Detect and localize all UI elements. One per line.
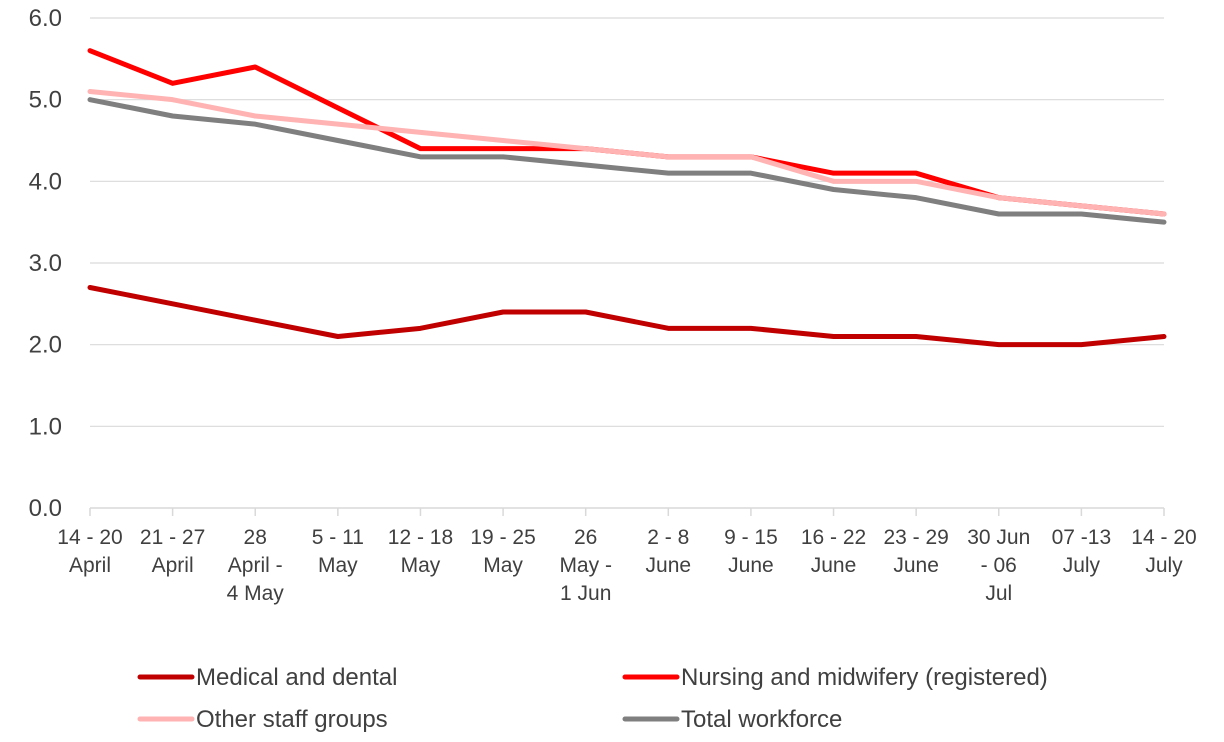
x-tick-label-line: June [893, 554, 939, 577]
x-tick-label-line: - 06 [981, 554, 1017, 577]
y-tick-label: 1.0 [29, 413, 62, 440]
x-tick-label-line: 14 - 20 [1131, 526, 1196, 549]
y-tick-label: 2.0 [29, 332, 62, 359]
x-tick-label-line: 30 Jun [967, 526, 1030, 549]
x-tick-label-line: 12 - 18 [388, 526, 453, 549]
x-axis-ticks: 14 - 20 April 21 - 27 April 28 April - 4 May 5 … [57, 508, 1197, 605]
x-tick-label-line: April [69, 554, 111, 577]
legend: Medical and dental Nursing and midwifery … [137, 664, 1048, 733]
x-tick-label: 28 April - 4 May [227, 526, 285, 605]
gridlines [90, 17, 1164, 509]
legend-label: Medical and dental [196, 664, 397, 691]
x-tick-label: 30 Jun - 06 Jul [967, 526, 1030, 605]
y-tick-label: 5.0 [29, 87, 62, 114]
x-tick-label-line: June [811, 554, 857, 577]
x-tick-label: 14 - 20 July [1131, 526, 1196, 577]
y-axis-ticks: 0.0 1.0 2.0 3.0 4.0 5.0 6.0 [29, 5, 62, 522]
x-tick-label: 14 - 20 April [57, 526, 122, 577]
x-tick-label-line: July [1145, 554, 1183, 577]
x-tick-label: 16 - 22 June [801, 526, 866, 577]
y-tick-label: 0.0 [29, 495, 62, 522]
y-tick-label: 6.0 [29, 5, 62, 32]
series-lines [87, 48, 1167, 348]
x-tick-label-line: 2 - 8 [647, 526, 689, 549]
series-line-1 [87, 48, 1167, 217]
x-tick-label-line: June [646, 554, 692, 577]
x-tick-label-line: 26 [574, 526, 597, 549]
x-tick-label: 9 - 15 June [724, 526, 778, 577]
x-tick-label-line: 07 -13 [1052, 526, 1112, 549]
x-tick-label-line: May [483, 554, 523, 577]
x-tick-label-line: May [401, 554, 441, 577]
series-line-0 [87, 285, 1167, 348]
x-tick-label-line: 9 - 15 [724, 526, 778, 549]
x-tick-label-line: 5 - 11 [312, 526, 364, 549]
x-tick-label-line: April - [228, 554, 283, 577]
x-tick-label: 12 - 18 May [388, 526, 453, 577]
x-tick-label-line: May [318, 554, 358, 577]
legend-label: Other staff groups [196, 706, 388, 733]
x-tick-label-line: July [1063, 554, 1101, 577]
x-tick-label-line: 16 - 22 [801, 526, 866, 549]
series-line-2 [87, 89, 1167, 217]
x-tick-label-line: Jul [985, 582, 1012, 605]
x-tick-label-line: 19 - 25 [470, 526, 535, 549]
x-tick-label-line: April [152, 554, 194, 577]
y-tick-label: 3.0 [29, 250, 62, 277]
x-tick-label: 26 May - 1 Jun [559, 526, 612, 605]
x-tick-label: 07 -13 July [1052, 526, 1112, 577]
x-tick-label-line: May - [559, 554, 612, 577]
x-tick-label-line: 14 - 20 [57, 526, 122, 549]
x-tick-label: 21 - 27 April [140, 526, 205, 577]
x-tick-label: 5 - 11 May [312, 526, 364, 577]
x-tick-label: 23 - 29 June [883, 526, 948, 577]
series-line-3 [87, 97, 1167, 225]
x-tick-label: 2 - 8 June [646, 526, 692, 577]
x-tick-label-line: June [728, 554, 774, 577]
x-tick-label-line: 28 [244, 526, 267, 549]
legend-label: Nursing and midwifery (registered) [681, 664, 1048, 691]
x-tick-label-line: 4 May [227, 582, 285, 605]
y-tick-label: 4.0 [29, 168, 62, 195]
x-tick-label-line: 1 Jun [560, 582, 611, 605]
x-tick-label-line: 21 - 27 [140, 526, 205, 549]
legend-label: Total workforce [681, 706, 842, 733]
x-tick-label-line: 23 - 29 [883, 526, 948, 549]
x-tick-label: 19 - 25 May [470, 526, 535, 577]
